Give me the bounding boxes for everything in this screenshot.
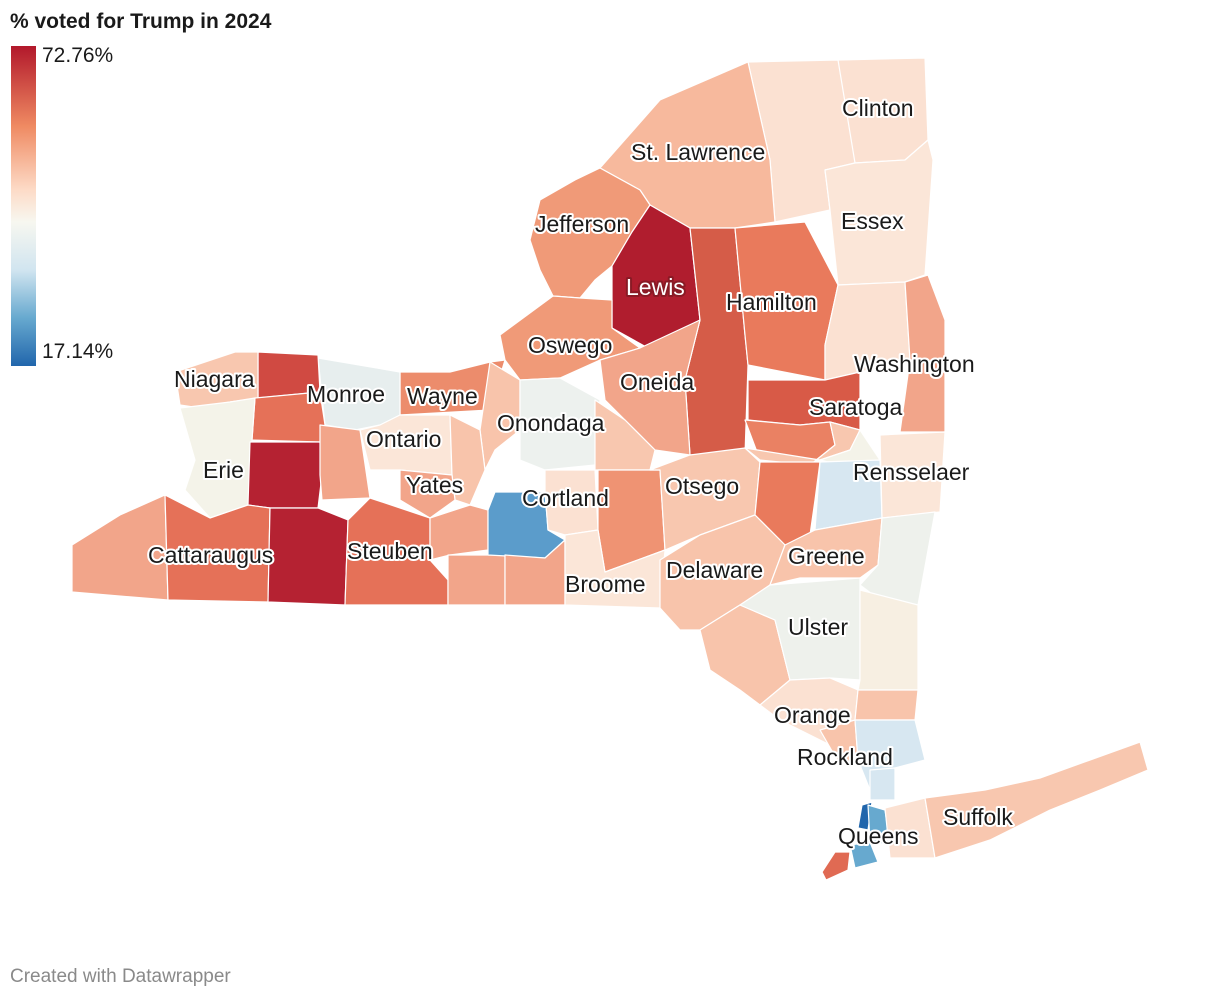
label-steuben: Steuben bbox=[347, 538, 433, 564]
county-steuben[interactable] bbox=[344, 497, 449, 606]
label-rockland: Rockland bbox=[797, 744, 893, 770]
county-greene[interactable] bbox=[769, 517, 883, 586]
county-ulster[interactable] bbox=[739, 577, 861, 681]
label-hamilton: Hamilton bbox=[726, 289, 817, 315]
label-suffolk: Suffolk bbox=[943, 804, 1013, 830]
label-oswego: Oswego bbox=[528, 332, 612, 358]
label-broome: Broome bbox=[565, 571, 646, 597]
label-yates: Yates bbox=[406, 472, 463, 498]
label-queens: Queens bbox=[838, 823, 919, 849]
attribution-footer: Created with Datawrapper bbox=[10, 966, 231, 987]
label-saratoga: Saratoga bbox=[809, 394, 903, 420]
label-st-lawrence: St. Lawrence bbox=[631, 139, 765, 165]
legend-min-label: 17.14% bbox=[42, 340, 114, 363]
color-scale-legend bbox=[11, 46, 36, 366]
label-oneida: Oneida bbox=[620, 369, 694, 395]
label-rensselaer: Rensselaer bbox=[853, 459, 970, 485]
label-otsego: Otsego bbox=[665, 473, 739, 499]
label-lewis: Lewis bbox=[626, 274, 685, 300]
legend-max-label: 72.76% bbox=[42, 44, 114, 67]
label-ulster: Ulster bbox=[788, 614, 848, 640]
label-clinton: Clinton bbox=[842, 95, 914, 121]
label-cattaraugus: Cattaraugus bbox=[148, 542, 273, 568]
label-essex: Essex bbox=[841, 208, 904, 234]
map-title: % voted for Trump in 2024 bbox=[10, 10, 272, 33]
label-monroe: Monroe bbox=[307, 381, 385, 407]
label-orange: Orange bbox=[774, 702, 851, 728]
county-rensselaer[interactable] bbox=[879, 431, 946, 519]
label-delaware: Delaware bbox=[666, 557, 763, 583]
county-essex[interactable] bbox=[824, 139, 934, 286]
county-brooklyn[interactable] bbox=[849, 841, 879, 869]
county-suffolk[interactable] bbox=[924, 741, 1149, 859]
county-bronx[interactable] bbox=[869, 767, 896, 801]
county-livingston[interactable] bbox=[319, 424, 371, 501]
label-cortland: Cortland bbox=[522, 485, 609, 511]
label-erie: Erie bbox=[203, 457, 244, 483]
label-greene: Greene bbox=[788, 543, 865, 569]
label-onondaga: Onondaga bbox=[497, 410, 605, 436]
county-madison[interactable] bbox=[594, 399, 656, 471]
label-ontario: Ontario bbox=[366, 426, 441, 452]
county-staten-island[interactable] bbox=[821, 851, 851, 881]
label-niagara: Niagara bbox=[174, 366, 255, 392]
label-washington: Washington bbox=[854, 351, 975, 377]
label-jefferson: Jefferson bbox=[535, 211, 629, 237]
label-wayne: Wayne bbox=[407, 383, 478, 409]
county-yates[interactable] bbox=[399, 469, 456, 519]
